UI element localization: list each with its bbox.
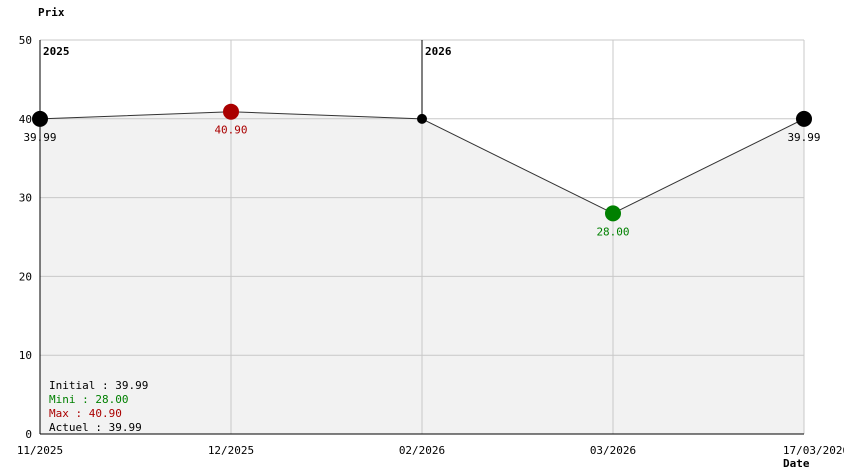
y-tick-label: 50 [19,34,32,47]
y-tick-label: 20 [19,270,32,283]
stat-initial: Initial : 39.99 [49,379,148,392]
x-tick-label: 03/2026 [590,444,636,457]
x-tick-label: 11/2025 [17,444,63,457]
x-tick-label: 02/2026 [399,444,445,457]
y-tick-label: 30 [19,192,32,205]
stat-current: Actuel : 39.99 [49,421,142,434]
x-axis-label: Date [783,457,810,470]
price-point-label: 39.99 [23,131,56,144]
price-point-max [223,103,239,120]
y-tick-label: 0 [25,428,32,441]
price-point-label: 40.90 [214,124,247,137]
labels-layer: 11/2025 12/2025 02/2026 03/2026 17/03/2026 39… [17,124,844,457]
y-tick-label: 40 [19,113,32,126]
x-tick-label: 12/2025 [208,444,254,457]
price-point-start [32,110,48,127]
year-marker-label: 2026 [425,45,452,58]
price-point-min [605,205,621,222]
y-tick-label: 10 [19,349,32,362]
price-point-label: 39.99 [787,131,820,144]
price-point-label: 28.00 [596,225,629,238]
stat-max: Max : 40.90 [49,407,122,420]
x-tick-label: 17/03/2026 [783,444,844,457]
stats-legend: Initial : 39.99 Mini : 28.00 Max : 40.90… [49,379,148,434]
price-point-current [796,110,812,127]
points-layer [32,103,812,222]
year-marker-label: 2025 [43,45,70,58]
stat-min: Mini : 28.00 [49,393,128,406]
price-point-normal [417,113,427,124]
y-axis-label: Prix [38,6,65,19]
